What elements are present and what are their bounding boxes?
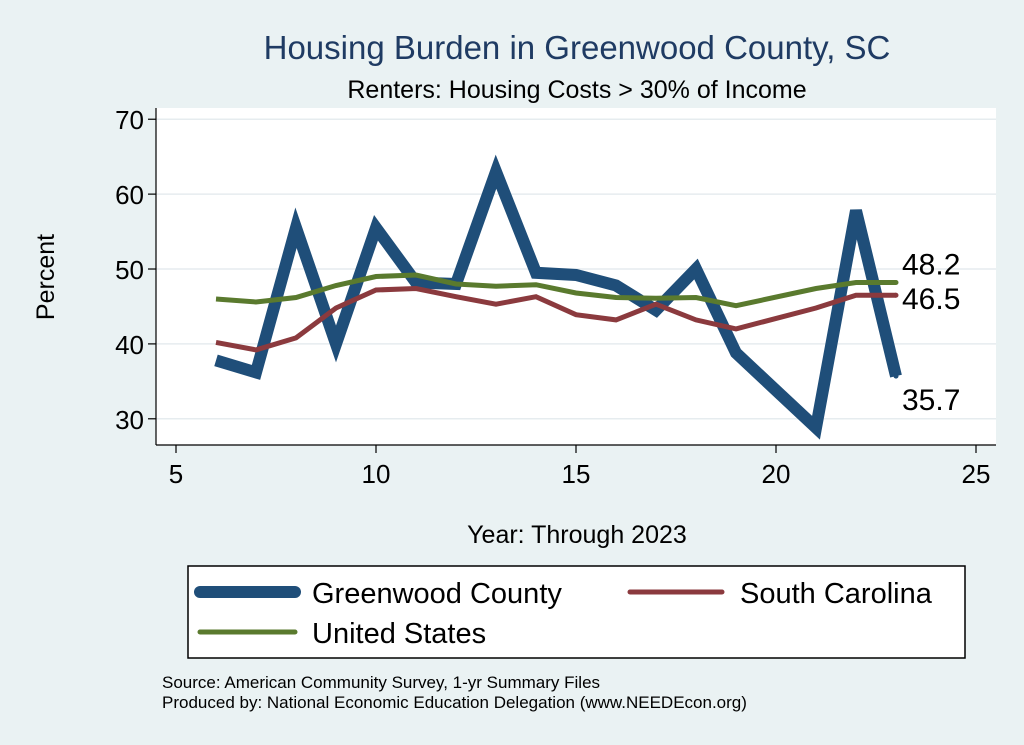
y-tick-label: 70: [115, 105, 144, 135]
y-axis-label: Percent: [32, 234, 60, 320]
legend-box: [187, 565, 966, 659]
chart-subtitle: Renters: Housing Costs > 30% of Income: [347, 76, 806, 104]
legend-label-greenwood: Greenwood County: [312, 578, 562, 610]
legend-label-south-carolina: South Carolina: [740, 578, 933, 610]
x-tick-label: 25: [962, 459, 991, 489]
y-tick-label: 60: [115, 180, 144, 210]
y-tick-label: 40: [115, 330, 144, 360]
x-axis-label: Year: Through 2023: [467, 521, 687, 549]
series-line-south-carolina: [215, 285, 896, 353]
produced-by-note: Produced by: National Economic Education…: [162, 693, 747, 712]
end-labels: 35.7 46.548.2: [902, 248, 960, 417]
series-end-point-greenwood: [893, 373, 899, 379]
x-tick-label: 15: [562, 459, 591, 489]
end-value-label-greenwood: 35.7: [902, 384, 960, 417]
end-value-label-south-carolina: 46.5: [902, 283, 960, 316]
series-end-point-united-states: [893, 279, 899, 285]
legend-label-united-states: United States: [312, 618, 486, 650]
x-tick-label: 10: [362, 459, 391, 489]
series-end-point-south-carolina: [893, 292, 899, 298]
x-tick-label: 20: [762, 459, 791, 489]
series-line-greenwood: [214, 154, 902, 440]
chart-title: Housing Burden in Greenwood County, SC: [264, 29, 891, 66]
end-value-label-united-states: 48.2: [902, 248, 960, 281]
y-tick-label: 30: [115, 405, 144, 435]
series-group: [214, 154, 902, 440]
x-tick-label: 5: [169, 459, 183, 489]
y-tick-label: 50: [115, 255, 144, 285]
axis-ticks: 30 40 50 60 70 5 10 15 20 25: [115, 105, 990, 489]
source-note: Source: American Community Survey, 1-yr …: [162, 673, 600, 692]
series-line-united-states: [215, 272, 896, 309]
